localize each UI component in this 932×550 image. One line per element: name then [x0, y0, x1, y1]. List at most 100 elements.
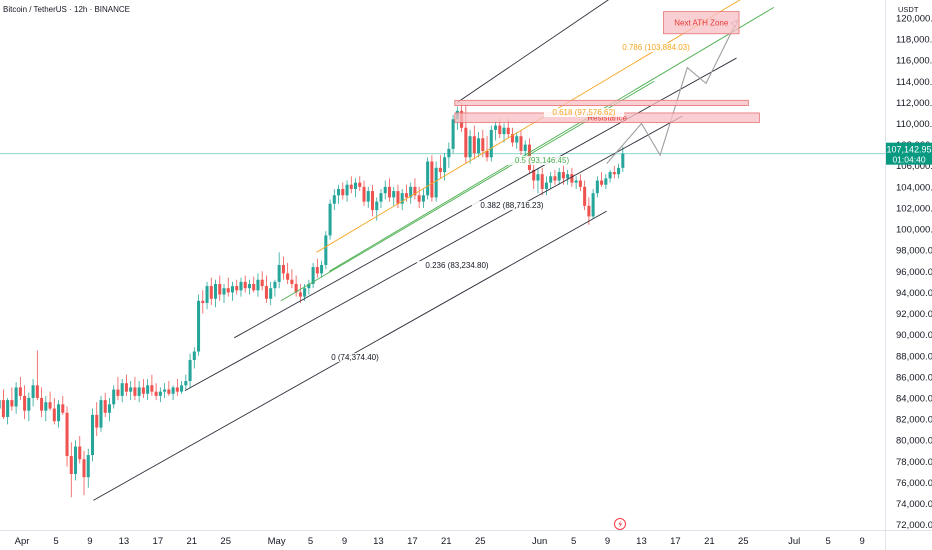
candle-down: [532, 169, 536, 181]
candle-up: [557, 172, 561, 181]
candle-down: [510, 134, 515, 143]
candle-up: [303, 288, 307, 297]
candle-up: [544, 182, 548, 189]
time-tick-label: Jul: [788, 536, 800, 547]
candle-up: [14, 387, 18, 407]
candle-up: [523, 144, 527, 151]
candle-down: [294, 283, 298, 293]
price-tick-label: 104,000.00: [896, 182, 932, 193]
candle-up: [595, 180, 599, 194]
candles-layer: [0, 102, 885, 498]
candle-down: [209, 286, 213, 299]
candle-up: [536, 174, 540, 181]
candle-up: [566, 174, 570, 179]
candle-up: [375, 201, 379, 211]
candle-down: [264, 286, 268, 299]
price-tick-label: 118,000.00: [896, 35, 932, 46]
chart-title: Bitcoin / TetherUS · 12h · BINANCE: [3, 5, 130, 14]
candle-up: [354, 182, 358, 189]
candle-down: [553, 176, 557, 181]
candle-up: [0, 400, 1, 409]
candle-up: [621, 153, 625, 168]
candle-down: [201, 300, 205, 303]
time-tick-label: 17: [407, 536, 418, 547]
price-tick-label: 100,000.00: [896, 225, 932, 236]
candle-down: [18, 387, 22, 396]
candle-up: [443, 157, 447, 173]
time-axis[interactable]: Apr 5 9 13 17 21 25 May 5 9 13 17 21 25 Jun 5 9 13 17 21 25 J…: [15, 536, 865, 547]
candle-down: [235, 286, 239, 291]
candle-down: [438, 167, 442, 173]
candle-up: [44, 402, 48, 411]
price-tick-label: 102,000.00: [896, 203, 932, 214]
candle-down: [243, 281, 247, 289]
candle-down: [1, 400, 5, 417]
price-tick-label: 112,000.00: [896, 98, 932, 109]
candle-down: [570, 174, 574, 183]
candle-up: [112, 389, 116, 405]
candle-up: [269, 288, 273, 299]
candle-up: [392, 191, 396, 198]
candle-down: [95, 414, 99, 428]
candle-up: [146, 385, 150, 394]
candle-up: [277, 264, 281, 282]
candle-up: [320, 264, 324, 274]
time-tick-label: 25: [738, 536, 749, 547]
time-tick-label: 13: [636, 536, 647, 547]
candle-down: [286, 273, 290, 280]
candle-up: [426, 161, 430, 196]
fib-label-bg: [506, 156, 578, 165]
price-tag-background: [886, 142, 932, 165]
candle-up: [379, 193, 383, 202]
candle-up: [366, 191, 370, 202]
candle-up: [494, 125, 498, 130]
price-tick-label: 78,000.00: [896, 457, 932, 468]
time-tick-label: 17: [153, 536, 164, 547]
candle-up: [489, 129, 493, 158]
candle-up: [400, 193, 404, 204]
fib-label: 0 (74,374.40): [331, 353, 379, 362]
zone-label: Resistance: [587, 114, 627, 123]
go-to-realtime-icon[interactable]: [614, 518, 626, 530]
candle-down: [413, 186, 417, 196]
candle-down: [218, 283, 222, 295]
time-tick-label: 9: [87, 536, 92, 547]
candle-down: [578, 180, 582, 187]
candle-down: [519, 136, 523, 151]
candle-down: [150, 385, 154, 392]
candle-down: [260, 279, 264, 287]
candle-up: [247, 283, 251, 289]
candle-up: [477, 138, 481, 154]
candle-down: [141, 387, 145, 394]
candle-up: [617, 167, 621, 175]
candle-up: [502, 127, 506, 135]
candle-up: [409, 186, 413, 198]
candle-down: [281, 264, 285, 274]
candle-up: [205, 286, 209, 303]
candle-down: [103, 400, 107, 413]
currency-label: USDT: [898, 5, 919, 14]
fib-labels-layer: 0.786 (103,884.03) 0.618 (97,576.62) 0.5 (…: [324, 43, 699, 362]
candle-down: [10, 400, 14, 407]
candle-up: [328, 203, 332, 236]
candle-up: [608, 172, 612, 179]
candle-down: [485, 150, 489, 158]
price-tick-label: 76,000.00: [896, 478, 932, 489]
candle-down: [417, 195, 421, 202]
candle-up: [192, 351, 196, 360]
price-tick-label: 84,000.00: [896, 393, 932, 404]
price-tick-label: 82,000.00: [896, 415, 932, 426]
fib-label-bg: [471, 201, 553, 210]
time-tick-label: 13: [119, 536, 130, 547]
candle-down: [587, 205, 591, 217]
candle-down: [82, 459, 86, 478]
fib-line: [328, 7, 775, 272]
time-tick-label: Apr: [15, 536, 30, 547]
candle-down: [341, 188, 345, 196]
candle-down: [349, 184, 353, 189]
fib-label: 0.618 (97,576.62): [552, 108, 615, 117]
candle-up: [129, 387, 133, 392]
candle-up: [324, 235, 328, 265]
